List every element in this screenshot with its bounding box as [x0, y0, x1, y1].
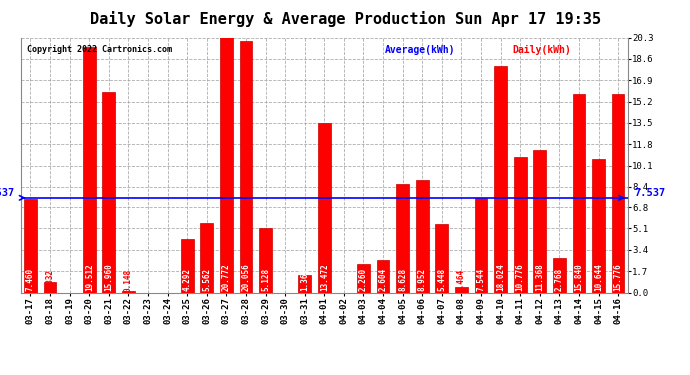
Bar	[83, 47, 96, 292]
Text: 5.562: 5.562	[202, 268, 211, 291]
Text: 20.772: 20.772	[222, 264, 231, 291]
Text: 5.128: 5.128	[261, 268, 270, 291]
Text: 4.292: 4.292	[183, 268, 192, 291]
Text: 7.537: 7.537	[634, 188, 665, 198]
Bar	[357, 264, 370, 292]
Bar	[103, 92, 115, 292]
Text: 7.460: 7.460	[26, 268, 35, 291]
Text: 2.604: 2.604	[379, 268, 388, 291]
Text: 2.260: 2.260	[359, 268, 368, 291]
Bar	[455, 286, 468, 292]
Text: 15.960: 15.960	[104, 264, 113, 291]
Bar	[239, 40, 253, 292]
Bar	[259, 228, 272, 292]
Text: 15.776: 15.776	[613, 264, 622, 291]
Text: 5.448: 5.448	[437, 268, 446, 291]
Bar	[122, 291, 135, 292]
Bar	[24, 199, 37, 292]
Bar	[475, 198, 487, 292]
Bar	[553, 258, 566, 292]
Bar	[533, 150, 546, 292]
Text: 10.776: 10.776	[515, 264, 524, 291]
Text: 10.644: 10.644	[594, 264, 603, 291]
Text: 7.544: 7.544	[477, 268, 486, 291]
Bar	[318, 123, 331, 292]
Bar	[396, 184, 409, 292]
Bar	[200, 223, 213, 292]
Bar	[181, 238, 194, 292]
Text: Average(kWh): Average(kWh)	[385, 45, 455, 55]
Text: Copyright 2022 Cartronics.com: Copyright 2022 Cartronics.com	[27, 45, 172, 54]
Text: 0.148: 0.148	[124, 269, 133, 292]
Text: 11.368: 11.368	[535, 264, 544, 291]
Text: 1.360: 1.360	[300, 268, 309, 291]
Bar	[416, 180, 428, 292]
Text: 15.840: 15.840	[575, 264, 584, 291]
Text: 0.832: 0.832	[46, 269, 55, 292]
Bar	[573, 93, 585, 292]
Bar	[298, 275, 311, 292]
Text: 13.472: 13.472	[319, 264, 329, 291]
Text: 18.024: 18.024	[496, 264, 505, 291]
Bar	[220, 32, 233, 292]
Bar	[43, 282, 57, 292]
Text: 7.537: 7.537	[0, 188, 14, 198]
Bar	[592, 159, 605, 292]
Text: Daily Solar Energy & Average Production Sun Apr 17 19:35: Daily Solar Energy & Average Production …	[90, 11, 600, 27]
Text: 19.512: 19.512	[85, 264, 94, 291]
Bar	[514, 157, 526, 292]
Bar	[435, 224, 448, 292]
Text: 8.952: 8.952	[417, 268, 426, 291]
Bar	[377, 260, 389, 292]
Text: 20.056: 20.056	[241, 264, 250, 291]
Text: Daily(kWh): Daily(kWh)	[513, 45, 571, 55]
Bar	[612, 94, 624, 292]
Bar	[494, 66, 507, 292]
Text: 2.768: 2.768	[555, 268, 564, 291]
Text: 0.464: 0.464	[457, 269, 466, 292]
Text: 8.628: 8.628	[398, 268, 407, 291]
